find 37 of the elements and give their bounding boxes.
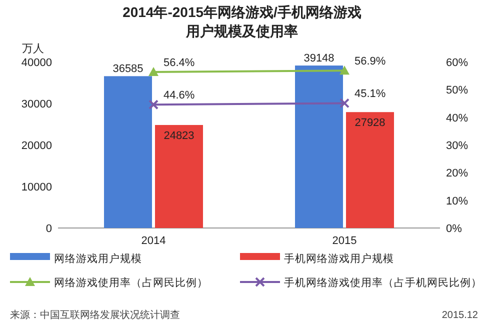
legend-label: 网络游戏使用率（占网民比例）: [54, 276, 208, 289]
data-label: 45.1%: [354, 88, 386, 100]
data-label: 44.6%: [164, 90, 195, 102]
bar: [346, 112, 394, 228]
y2-tick-label: 60%: [446, 57, 468, 69]
legend-label: 手机网络游戏用户规模: [284, 252, 394, 265]
y2-tick-label: 40%: [446, 112, 468, 124]
bar: [155, 124, 203, 228]
bar: [295, 66, 343, 228]
y-axis-title: 万人: [22, 43, 44, 55]
y-tick-label: 20000: [21, 140, 52, 152]
y2-tick-label: 50%: [446, 84, 468, 97]
chart-subtitle: 用户规模及使用率: [185, 23, 298, 39]
data-label: 56.9%: [354, 56, 386, 68]
y-tick-label: 30000: [21, 98, 52, 110]
y-tick-label: 10000: [21, 182, 52, 194]
data-label: 36585: [112, 63, 144, 76]
x-tick-label: 2015: [332, 235, 357, 247]
y-tick-label: 0: [46, 223, 52, 235]
legend-label: 手机网络游戏使用率（占手机网民比例）: [284, 276, 482, 289]
y2-tick-label: 20%: [446, 168, 468, 180]
y2-tick-label: 30%: [446, 140, 468, 152]
data-label: 24823: [164, 130, 194, 142]
source-note: 来源：中国互联网络发展状况统计调查: [10, 309, 180, 321]
chart-title: 2014年-2015年网络游戏/手机网络游戏: [122, 4, 362, 20]
data-label: 56.4%: [164, 56, 195, 69]
data-label: 39148: [304, 52, 334, 65]
text: 2015.12: [442, 310, 478, 321]
x-tick-label: 2014: [141, 235, 166, 247]
y2-tick-label: 10%: [446, 195, 468, 208]
point: [148, 100, 158, 110]
legend-label: 网络游戏用户规模: [54, 252, 142, 265]
y-tick-label: 40000: [21, 57, 52, 69]
data-label: 27928: [354, 117, 386, 130]
y2-tick-label: 0%: [446, 223, 462, 235]
point: [340, 98, 350, 108]
bar: [104, 76, 152, 228]
